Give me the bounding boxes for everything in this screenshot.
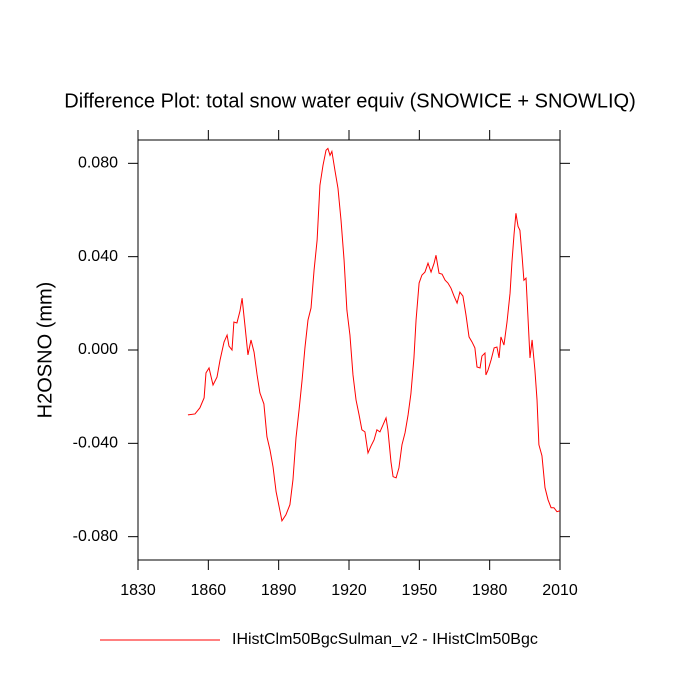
y-tick-label: 0.080 [78, 155, 118, 172]
legend-label: IHistClm50BgcSulman_v2 - IHistClm50Bgc [232, 631, 538, 648]
y-axis-label: H2OSNO (mm) [34, 282, 56, 419]
data-line [187, 147, 561, 523]
y-tick-label: 0.000 [78, 341, 118, 358]
x-tick-label: 1920 [331, 582, 367, 599]
y-tick-label: 0.040 [78, 248, 118, 265]
plot-frame [137, 139, 561, 561]
y-tick-label: -0.080 [73, 528, 118, 545]
x-tick-label: 2010 [542, 582, 578, 599]
x-tick-label: 1980 [472, 582, 508, 599]
y-tick-label: -0.040 [73, 435, 118, 452]
x-tick-label: 1860 [191, 582, 227, 599]
x-tick-label: 1830 [120, 582, 156, 599]
x-tick-label: 1890 [261, 582, 297, 599]
chart-title: Difference Plot: total snow water equiv … [64, 90, 635, 112]
x-tick-label: 1950 [402, 582, 438, 599]
